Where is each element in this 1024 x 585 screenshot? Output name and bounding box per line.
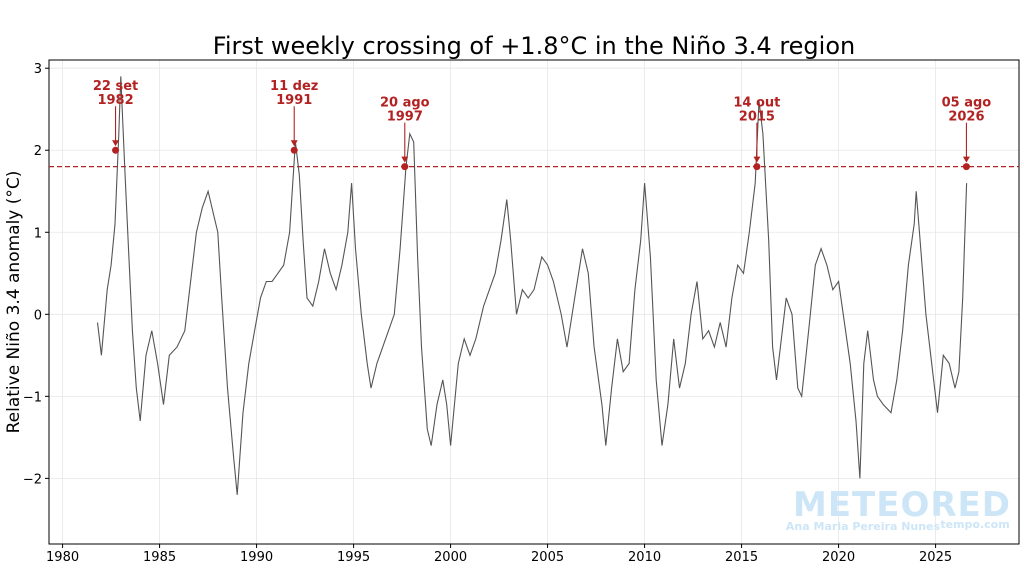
- annotation-arrowhead: [401, 156, 409, 163]
- x-tick-label: 2010: [628, 550, 661, 565]
- crossing-point: [290, 146, 298, 154]
- y-tick-label: −2: [23, 472, 42, 487]
- crossing-point: [962, 163, 970, 171]
- y-tick-label: 1: [34, 226, 42, 241]
- crossing-point: [401, 163, 409, 171]
- axes-frame: [48, 59, 1020, 545]
- y-tick-label: −1: [23, 390, 42, 405]
- x-tick-label: 1990: [240, 550, 273, 565]
- crossing-point: [112, 146, 120, 154]
- annotation-date: 20 ago: [380, 96, 430, 111]
- y-axis-ticks: −2 −1 0 1 2 3: [23, 62, 49, 487]
- annotation-date: 14 out: [733, 96, 780, 111]
- annotation-date: 22 set: [93, 79, 138, 94]
- annotation-date: 11 dez: [270, 79, 318, 94]
- series-line-nino34: [96, 76, 968, 495]
- y-tick-label: 3: [34, 62, 42, 77]
- annotation-arrowhead: [962, 156, 970, 163]
- x-tick-label: 2015: [725, 550, 758, 565]
- x-tick-label: 2005: [531, 550, 564, 565]
- annotation-arrowhead: [112, 140, 120, 147]
- chart-title: First weekly crossing of +1.8°C in the N…: [213, 32, 855, 60]
- watermark-brand: METEORED: [793, 485, 1011, 525]
- annotation-year: 1982: [97, 93, 133, 108]
- x-tick-label: 2025: [919, 550, 952, 565]
- x-axis-ticks: 1980 1985 1990 1995 2000 2005 2010 2015 2020 2025: [46, 544, 952, 565]
- annotation-arrowhead: [753, 156, 761, 163]
- annotation-arrowhead: [290, 140, 298, 147]
- annotation-year: 1997: [387, 110, 423, 125]
- meteored-watermark: METEORED Ana Maria Pereira Nunes tempo.c…: [786, 485, 1011, 533]
- annotation-year: 2026: [948, 110, 984, 125]
- x-tick-label: 1995: [337, 550, 370, 565]
- watermark-author: Ana Maria Pereira Nunes: [786, 520, 941, 533]
- annotation-year: 2015: [739, 110, 775, 125]
- y-tick-label: 2: [34, 144, 42, 159]
- annotation-year: 1991: [276, 93, 312, 108]
- y-axis-label: Relative Niño 3.4 anomaly (°C): [4, 171, 24, 434]
- annotation-date: 05 ago: [942, 96, 992, 111]
- watermark-site: tempo.com: [940, 518, 1009, 531]
- x-tick-label: 1985: [143, 550, 176, 565]
- x-tick-label: 1980: [46, 550, 79, 565]
- x-tick-label: 2020: [822, 550, 855, 565]
- y-tick-label: 0: [34, 308, 42, 323]
- grid: [49, 60, 1019, 544]
- crossing-point: [753, 163, 761, 171]
- x-tick-label: 2000: [434, 550, 467, 565]
